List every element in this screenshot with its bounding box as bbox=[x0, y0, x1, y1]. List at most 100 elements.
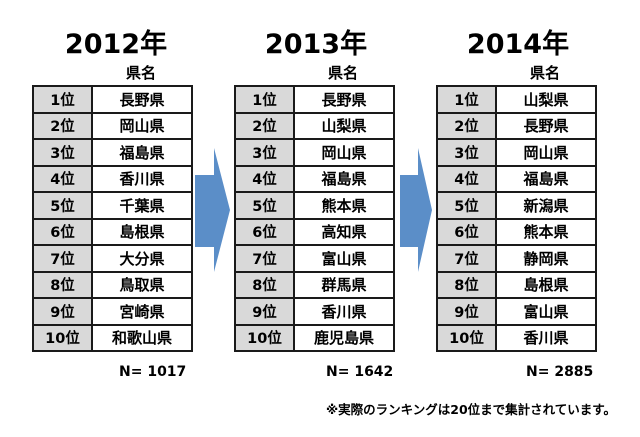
rank-cell: 9位 bbox=[234, 297, 295, 326]
column-header-prefecture: 県名 bbox=[529, 64, 560, 82]
table-row: 6位 島根県 bbox=[32, 217, 193, 246]
table-row: 8位 群馬県 bbox=[234, 270, 395, 299]
prefecture-cell: 熊本県 bbox=[495, 217, 597, 246]
ranking-table-2014: 1位 山梨県 2位 長野県 3位 岡山県 4位 福島県 5位 新潟県 6位 熊本県 7位 静岡… bbox=[436, 85, 597, 352]
prefecture-cell: 熊本県 bbox=[293, 191, 395, 220]
table-row: 7位 大分県 bbox=[32, 244, 193, 273]
table-row: 10位 和歌山県 bbox=[32, 323, 193, 352]
table-row: 1位 長野県 bbox=[32, 85, 193, 114]
table-row: 10位 鹿児島県 bbox=[234, 323, 395, 352]
prefecture-cell: 和歌山県 bbox=[91, 323, 193, 352]
prefecture-cell: 静岡県 bbox=[495, 244, 597, 273]
rank-cell: 3位 bbox=[32, 138, 93, 167]
rank-cell: 9位 bbox=[32, 297, 93, 326]
prefecture-cell: 福島県 bbox=[495, 164, 597, 193]
rank-cell: 6位 bbox=[234, 217, 295, 246]
table-row: 1位 山梨県 bbox=[436, 85, 597, 114]
table-row: 5位 千葉県 bbox=[32, 191, 193, 220]
rank-cell: 7位 bbox=[436, 244, 497, 273]
prefecture-cell: 群馬県 bbox=[293, 270, 395, 299]
prefecture-cell: 千葉県 bbox=[91, 191, 193, 220]
sample-size-2013: N= 1642 bbox=[326, 364, 394, 380]
rank-cell: 5位 bbox=[436, 191, 497, 220]
rank-cell: 10位 bbox=[234, 323, 295, 352]
prefecture-cell: 岡山県 bbox=[293, 138, 395, 167]
rank-cell: 5位 bbox=[234, 191, 295, 220]
prefecture-cell: 香川県 bbox=[293, 297, 395, 326]
table-row: 10位 香川県 bbox=[436, 323, 597, 352]
prefecture-cell: 福島県 bbox=[91, 138, 193, 167]
year-title-2013: 2013年 bbox=[264, 29, 368, 60]
table-row: 6位 高知県 bbox=[234, 217, 395, 246]
footnote: ※実際のランキングは20位まで集計されています。 bbox=[326, 402, 617, 417]
rank-cell: 1位 bbox=[234, 85, 295, 114]
sample-size-2012: N= 1017 bbox=[119, 364, 187, 380]
table-row: 9位 宮崎県 bbox=[32, 297, 193, 326]
rank-cell: 3位 bbox=[234, 138, 295, 167]
sample-size-2014: N= 2885 bbox=[526, 364, 594, 380]
table-row: 9位 香川県 bbox=[234, 297, 395, 326]
prefecture-cell: 山梨県 bbox=[495, 85, 597, 114]
rank-cell: 3位 bbox=[436, 138, 497, 167]
prefecture-cell: 長野県 bbox=[91, 85, 193, 114]
rank-cell: 4位 bbox=[436, 164, 497, 193]
rank-cell: 7位 bbox=[234, 244, 295, 273]
table-row: 7位 静岡県 bbox=[436, 244, 597, 273]
table-row: 4位 福島県 bbox=[436, 164, 597, 193]
arrow-right-icon bbox=[195, 148, 230, 272]
rank-cell: 6位 bbox=[32, 217, 93, 246]
table-row: 5位 新潟県 bbox=[436, 191, 597, 220]
column-header-prefecture: 県名 bbox=[125, 64, 156, 82]
prefecture-cell: 山梨県 bbox=[293, 111, 395, 140]
table-row: 3位 岡山県 bbox=[234, 138, 395, 167]
prefecture-cell: 富山県 bbox=[495, 297, 597, 326]
prefecture-cell: 長野県 bbox=[495, 111, 597, 140]
rank-cell: 5位 bbox=[32, 191, 93, 220]
rank-cell: 1位 bbox=[32, 85, 93, 114]
rank-cell: 7位 bbox=[32, 244, 93, 273]
rank-cell: 2位 bbox=[32, 111, 93, 140]
rank-cell: 4位 bbox=[234, 164, 295, 193]
rank-cell: 10位 bbox=[436, 323, 497, 352]
table-row: 2位 長野県 bbox=[436, 111, 597, 140]
table-row: 7位 富山県 bbox=[234, 244, 395, 273]
prefecture-cell: 島根県 bbox=[91, 217, 193, 246]
year-title-2014: 2014年 bbox=[466, 29, 570, 60]
rank-cell: 2位 bbox=[234, 111, 295, 140]
prefecture-cell: 大分県 bbox=[91, 244, 193, 273]
prefecture-cell: 岡山県 bbox=[91, 111, 193, 140]
prefecture-cell: 高知県 bbox=[293, 217, 395, 246]
column-header-prefecture: 県名 bbox=[327, 64, 358, 82]
prefecture-cell: 香川県 bbox=[495, 323, 597, 352]
table-row: 3位 福島県 bbox=[32, 138, 193, 167]
rank-cell: 9位 bbox=[436, 297, 497, 326]
prefecture-cell: 香川県 bbox=[91, 164, 193, 193]
table-row: 2位 山梨県 bbox=[234, 111, 395, 140]
table-row: 3位 岡山県 bbox=[436, 138, 597, 167]
ranking-table-2013: 1位 長野県 2位 山梨県 3位 岡山県 4位 福島県 5位 熊本県 6位 高知県 7位 富山… bbox=[234, 85, 395, 352]
year-title-2012: 2012年 bbox=[64, 29, 168, 60]
rank-cell: 10位 bbox=[32, 323, 93, 352]
table-row: 4位 香川県 bbox=[32, 164, 193, 193]
prefecture-cell: 宮崎県 bbox=[91, 297, 193, 326]
table-row: 1位 長野県 bbox=[234, 85, 395, 114]
table-row: 9位 富山県 bbox=[436, 297, 597, 326]
table-row: 8位 島根県 bbox=[436, 270, 597, 299]
table-row: 5位 熊本県 bbox=[234, 191, 395, 220]
rank-cell: 2位 bbox=[436, 111, 497, 140]
prefecture-cell: 島根県 bbox=[495, 270, 597, 299]
table-row: 6位 熊本県 bbox=[436, 217, 597, 246]
rank-cell: 8位 bbox=[436, 270, 497, 299]
rank-cell: 6位 bbox=[436, 217, 497, 246]
table-row: 2位 岡山県 bbox=[32, 111, 193, 140]
prefecture-cell: 鳥取県 bbox=[91, 270, 193, 299]
rank-cell: 4位 bbox=[32, 164, 93, 193]
table-row: 8位 鳥取県 bbox=[32, 270, 193, 299]
rank-cell: 8位 bbox=[32, 270, 93, 299]
prefecture-cell: 富山県 bbox=[293, 244, 395, 273]
prefecture-cell: 福島県 bbox=[293, 164, 395, 193]
ranking-table-2012: 1位 長野県 2位 岡山県 3位 福島県 4位 香川県 5位 千葉県 6位 島根県 7位 大分… bbox=[32, 85, 193, 352]
prefecture-cell: 鹿児島県 bbox=[293, 323, 395, 352]
rank-cell: 8位 bbox=[234, 270, 295, 299]
prefecture-cell: 新潟県 bbox=[495, 191, 597, 220]
